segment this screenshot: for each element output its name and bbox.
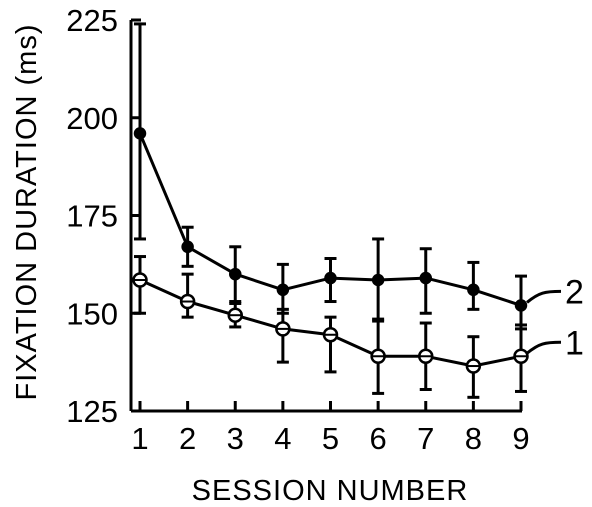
- x-tick-label: 4: [274, 421, 291, 456]
- series-label-leader: [526, 340, 562, 355]
- data-point: [181, 240, 194, 254]
- y-tick-label: 225: [66, 3, 118, 38]
- x-tick-label: 7: [417, 421, 434, 456]
- data-point: [229, 267, 242, 281]
- data-point: [371, 273, 385, 287]
- series-label: 1: [565, 324, 584, 362]
- x-axis-title: SESSION NUMBER: [192, 475, 469, 507]
- data-point: [419, 271, 432, 285]
- series-2: [133, 22, 528, 331]
- series-label-leader: [526, 289, 562, 304]
- series-labels: 21: [526, 273, 584, 362]
- y-axis-title: FIXATION DURATION (ms): [11, 24, 43, 401]
- series-layer: [132, 22, 529, 399]
- x-tick-label: 1: [131, 421, 148, 456]
- x-tick-label: 3: [227, 421, 244, 456]
- series-label: 2: [565, 273, 584, 311]
- y-tick-label: 125: [66, 394, 118, 429]
- x-tick-label: 2: [179, 421, 196, 456]
- x-tick-label: 5: [322, 421, 339, 456]
- data-point: [276, 283, 290, 297]
- data-point: [467, 283, 480, 297]
- y-tick-label: 150: [66, 296, 118, 331]
- data-point: [324, 271, 337, 285]
- y-tick-label: 200: [66, 101, 118, 136]
- series-1: [132, 255, 529, 399]
- data-point: [133, 127, 147, 140]
- y-ticks: 125 150 175 200 225: [66, 3, 141, 429]
- x-tick-label: 9: [512, 421, 529, 456]
- x-tick-label: 6: [370, 421, 387, 456]
- y-tick-label: 175: [66, 199, 118, 234]
- data-point: [514, 299, 528, 312]
- x-tick-label: 8: [465, 421, 482, 456]
